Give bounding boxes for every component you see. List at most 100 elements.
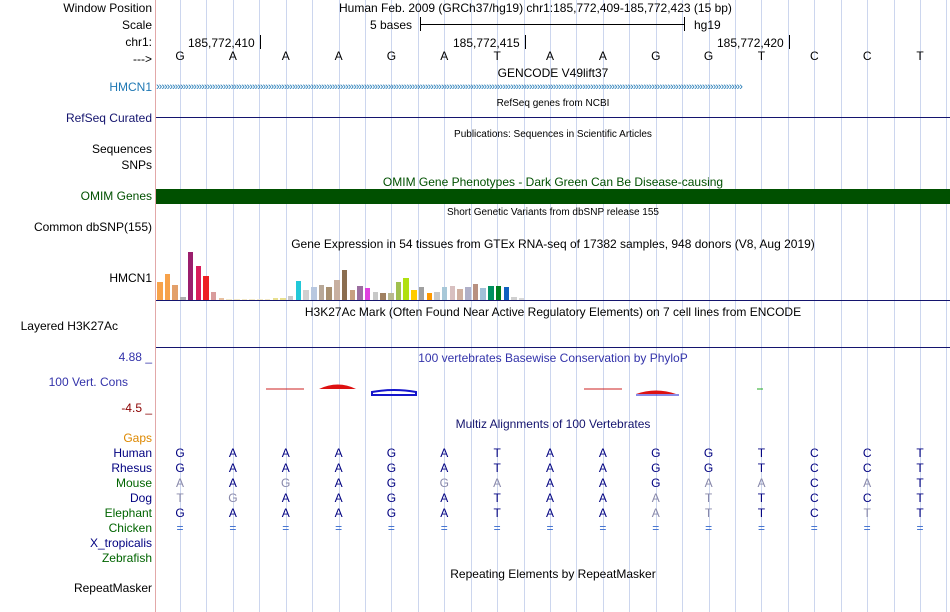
gtex-tissue-bar[interactable] [303,290,309,300]
gtex-expression-bars[interactable] [156,250,536,300]
alignment-base: A [175,476,184,490]
alignment-row: = = = = = = = = = = = = = = = [156,521,950,535]
omim-track-title: OMIM Gene Phenotypes - Dark Green Can Be… [382,175,724,189]
alignment-base: G [386,461,397,475]
gtex-tissue-bar[interactable] [511,297,517,300]
track-label-repeatmasker[interactable]: RepeatMasker [73,581,152,595]
grid-line [523,0,525,612]
alignment-base: A [334,491,343,505]
alignment-base: A [228,446,237,460]
track-label-gencode[interactable]: HMCN1 [109,80,152,94]
track-label-sequences[interactable]: Sequences [91,142,152,156]
gtex-tissue-bar[interactable] [180,297,186,300]
gtex-tissue-bar[interactable] [480,287,486,300]
species-label: Mouse [115,476,152,490]
gtex-tissue-bar[interactable] [172,284,178,300]
gtex-tissue-bar[interactable] [157,281,163,300]
track-label-refseq[interactable]: RefSeq Curated [65,111,152,125]
alignment-base: A [863,476,872,490]
alignment-base: G [703,461,714,475]
gtex-tissue-bar[interactable] [326,287,332,300]
gtex-tissue-bar[interactable] [426,293,433,300]
gtex-tissue-bar[interactable] [164,273,171,300]
gtex-tissue-bar[interactable] [449,285,456,300]
gtex-tissue-bar[interactable] [280,297,286,300]
gtex-track-divider [156,300,950,301]
alignment-base: = [387,521,395,535]
gtex-tissue-bar[interactable] [264,298,271,300]
gtex-tissue-bar[interactable] [234,298,240,300]
gtex-tissue-bar[interactable] [249,298,255,300]
gtex-tissue-bar[interactable] [311,287,317,300]
track-label-dbsnp[interactable]: Common dbSNP(155) [33,220,152,234]
omim-gene-bar[interactable] [156,189,950,204]
gtex-tissue-bar[interactable] [388,292,394,300]
alignment-base: G [651,446,661,460]
gtex-tissue-bar[interactable] [226,298,232,300]
gtex-tissue-bar[interactable] [195,266,202,300]
reference-base: G [651,49,661,63]
gtex-tissue-bar[interactable] [241,298,248,300]
position-tick-1 [260,35,261,49]
phylop-signal[interactable] [156,378,950,400]
gtex-tissue-bar[interactable] [457,289,463,300]
assembly-title: Human Feb. 2009 (GRCh37/hg19) chr1:185,7… [339,1,732,15]
track-label-omim[interactable]: OMIM Genes [80,189,152,203]
position-label-1: 185,772,410 [188,36,255,50]
gtex-tissue-bar[interactable] [272,297,279,300]
alignment-base: G [439,476,449,490]
track-label-gtex[interactable]: HMCN1 [109,271,152,285]
gtex-tissue-bar[interactable] [518,297,525,300]
gtex-tissue-bar[interactable] [210,292,217,300]
track-label-h3k27ac[interactable]: Layered H3K27Ac [20,319,118,333]
alignment-base: T [757,461,766,475]
gtex-tissue-bar[interactable] [334,279,340,300]
h3k27ac-track-title: H3K27Ac Mark (Often Found Near Active Re… [304,305,802,319]
gtex-tissue-bar[interactable] [357,285,363,300]
refseq-transcript-line[interactable] [156,117,950,118]
gtex-tissue-bar[interactable] [287,296,294,300]
gtex-tissue-bar[interactable] [441,286,448,300]
alignment-base: A [334,476,343,490]
gtex-tissue-bar[interactable] [349,290,356,300]
gtex-tissue-bar[interactable] [341,269,348,300]
gtex-tissue-bar[interactable] [318,284,325,300]
reference-base: C [809,49,819,63]
alignment-base: G [386,491,397,505]
gtex-tissue-bar[interactable] [472,283,479,300]
gencode-transcript-hmcn1[interactable]: ››››››››››››››››››››››››››››››››››››››››… [156,81,743,93]
grid-line [708,0,710,612]
alignment-base: C [809,461,819,475]
gtex-tissue-bar[interactable] [187,252,194,300]
gtex-tissue-bar[interactable] [364,288,371,300]
gtex-tissue-bar[interactable] [380,292,386,300]
grid-line [180,0,181,612]
gtex-tissue-bar[interactable] [488,285,494,300]
alignment-base: A [440,491,449,505]
gtex-tissue-bar[interactable] [295,280,302,300]
gtex-tissue-bar[interactable] [257,298,263,300]
gtex-tissue-bar[interactable] [395,282,402,300]
track-label-phylop[interactable]: 100 Vert. Cons [48,375,128,389]
alignment-base: A [598,446,607,460]
gtex-tissue-bar[interactable] [495,285,502,300]
gtex-tissue-bar[interactable] [434,291,440,300]
gtex-tissue-bar[interactable] [372,291,379,300]
grid-line [840,0,842,612]
gtex-tissue-bar[interactable] [418,287,425,300]
gtex-tissue-bar[interactable] [411,290,417,300]
track-label-snps[interactable]: SNPs [121,158,152,172]
alignment-base: A [228,461,237,475]
gtex-tissue-bar[interactable] [465,287,471,300]
gtex-tissue-bar[interactable] [203,276,209,300]
alignment-base: T [916,461,924,475]
grid-line [920,0,922,612]
gtex-tissue-bar[interactable] [218,297,225,300]
gtex-tissue-bar[interactable] [403,278,409,300]
grid-line [735,0,737,612]
species-label: Human [113,446,152,460]
gtex-tissue-bar[interactable] [503,287,510,300]
